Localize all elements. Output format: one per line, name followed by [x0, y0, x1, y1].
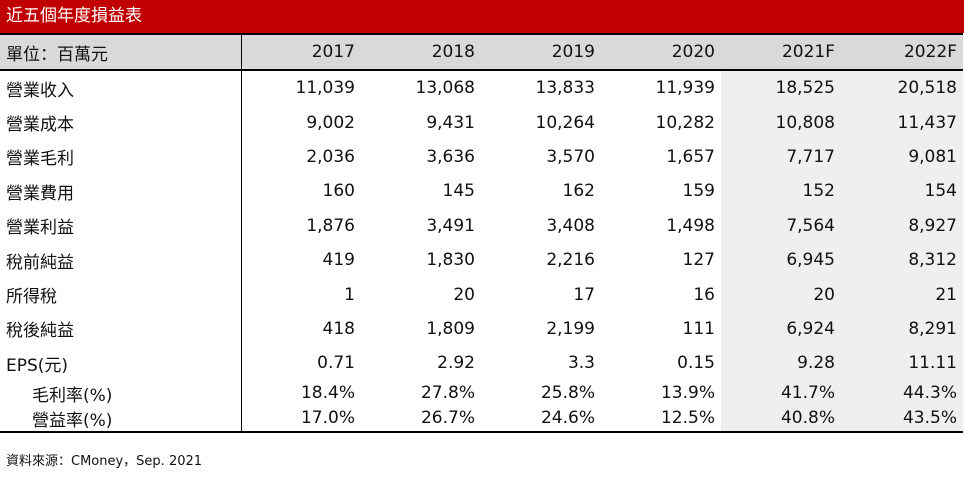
- table-cell: 17.0%: [241, 405, 361, 433]
- table-cell: 159: [682, 181, 715, 202]
- table-cell: 9,081: [841, 139, 963, 175]
- table-cell: 3,570: [546, 146, 595, 167]
- table-row: 營業毛利 2,036 3,636 3,570 1,657 7,717 9,081: [0, 139, 963, 175]
- table-cell: 9,431: [426, 112, 475, 133]
- table-cell: 13,068: [415, 78, 475, 99]
- table-cell: 162: [562, 181, 595, 202]
- table-cell: 10,808: [721, 105, 841, 140]
- table-cell: 10,264: [535, 112, 595, 133]
- table-cell: 0.71: [317, 353, 355, 374]
- table-cell: 9.28: [721, 346, 841, 381]
- year-header: 2021F: [721, 33, 841, 71]
- table-row: 所得稅 1 20 17 16 20 21: [0, 277, 963, 312]
- table-cell: 2,036: [306, 146, 355, 167]
- unit-label: 單位：百萬元: [0, 33, 242, 71]
- table-cell: 2,199: [546, 318, 595, 339]
- table-cell: 11.11: [841, 346, 963, 381]
- table-cell: 3.3: [567, 353, 595, 374]
- row-label: 營業收入: [0, 70, 242, 106]
- table-cell: 8,291: [841, 311, 963, 347]
- income-statement-table: 單位：百萬元 2017 2018 2019 2020 2021F 2022F 營…: [0, 33, 963, 433]
- table-cell: 20,518: [841, 70, 963, 106]
- row-label: 營業毛利: [0, 139, 242, 175]
- table-cell: 17: [573, 284, 595, 305]
- table-cell: 44.3%: [841, 380, 963, 406]
- table-cell: 6,945: [721, 242, 841, 278]
- table-cell: 20: [721, 277, 841, 312]
- header-row: 單位：百萬元 2017 2018 2019 2020 2021F 2022F: [0, 33, 963, 71]
- table-cell: 3,408: [546, 215, 595, 236]
- year-header: 2020: [601, 33, 721, 71]
- row-label: 營益率(%): [0, 405, 242, 433]
- year-header: 2017: [241, 33, 361, 71]
- table-cell: 27.8%: [420, 383, 475, 404]
- table-cell: 419: [322, 250, 355, 271]
- table-cell: 152: [721, 174, 841, 209]
- table-cell: 0.15: [677, 353, 715, 374]
- table-row: 營業利益 1,876 3,491 3,408 1,498 7,564 8,927: [0, 208, 963, 243]
- row-label: 稅前純益: [0, 242, 242, 278]
- table-cell: 10,282: [655, 112, 715, 133]
- year-header: 2019: [481, 33, 601, 71]
- table-cell: 20: [453, 284, 475, 305]
- table-cell: 2.92: [437, 353, 475, 374]
- table-cell: 41.7%: [721, 380, 841, 406]
- row-label: 所得稅: [0, 277, 242, 312]
- table-cell: 18,525: [721, 70, 841, 106]
- table-cell: 12.5%: [601, 405, 721, 433]
- row-label: 稅後純益: [0, 311, 242, 347]
- table-cell: 25.8%: [540, 383, 595, 404]
- table-cell: 13,833: [535, 78, 595, 99]
- row-label: 毛利率(%): [0, 380, 242, 406]
- table-cell: 1,809: [426, 318, 475, 339]
- table-cell: 11,939: [655, 78, 715, 99]
- table-cell: 1,657: [666, 146, 715, 167]
- table-cell: 145: [442, 181, 475, 202]
- table-row: 稅前純益 419 1,830 2,216 127 6,945 8,312: [0, 242, 963, 278]
- year-header: 2022F: [841, 33, 963, 71]
- table-cell: 6,924: [721, 311, 841, 347]
- table-cell: 11,437: [841, 105, 963, 140]
- table-cell: 1,830: [426, 250, 475, 271]
- table-cell: 7,717: [721, 139, 841, 175]
- table-cell: 1: [344, 284, 355, 305]
- table-row: 營業成本 9,002 9,431 10,264 10,282 10,808 11,437: [0, 105, 963, 140]
- table-cell: 13.9%: [660, 383, 715, 404]
- table-cell: 24.6%: [481, 405, 601, 433]
- row-label: 營業成本: [0, 105, 242, 140]
- table-row: 營益率(%) 17.0% 26.7% 24.6% 12.5% 40.8% 43.5%: [0, 405, 963, 433]
- table-cell: 43.5%: [841, 405, 963, 433]
- table-cell: 2,216: [546, 250, 595, 271]
- table-row: 營業收入 11,039 13,068 13,833 11,939 18,525 20,518: [0, 70, 963, 106]
- row-label: EPS(元): [0, 346, 242, 381]
- table-cell: 160: [322, 181, 355, 202]
- table-cell: 11,039: [295, 78, 355, 99]
- source-note: 資料來源：CMoney，Sep. 2021: [6, 454, 203, 469]
- table-row: 毛利率(%) 18.4% 27.8% 25.8% 13.9% 41.7% 44.3%: [0, 380, 963, 406]
- table-cell: 21: [841, 277, 963, 312]
- table-cell: 18.4%: [300, 383, 355, 404]
- table-row: EPS(元) 0.71 2.92 3.3 0.15 9.28 11.11: [0, 346, 963, 381]
- table-cell: 1,876: [306, 215, 355, 236]
- table-cell: 8,312: [841, 242, 963, 278]
- table-cell: 16: [693, 284, 715, 305]
- table-cell: 3,636: [426, 146, 475, 167]
- row-label: 營業利益: [0, 208, 242, 243]
- table-cell: 127: [682, 250, 715, 271]
- table-title: 近五個年度損益表: [0, 0, 964, 33]
- table-cell: 3,491: [426, 215, 475, 236]
- table-cell: 111: [682, 318, 715, 339]
- table-row: 稅後純益 418 1,809 2,199 111 6,924 8,291: [0, 311, 963, 347]
- year-header: 2018: [361, 33, 481, 71]
- table-cell: 1,498: [666, 215, 715, 236]
- table-cell: 26.7%: [361, 405, 481, 433]
- table-cell: 40.8%: [721, 405, 841, 433]
- table-cell: 7,564: [721, 208, 841, 243]
- table-row: 營業費用 160 145 162 159 152 154: [0, 174, 963, 209]
- table-cell: 8,927: [841, 208, 963, 243]
- table-cell: 418: [322, 318, 355, 339]
- table-cell: 154: [841, 174, 963, 209]
- row-label: 營業費用: [0, 174, 242, 209]
- table-cell: 9,002: [306, 112, 355, 133]
